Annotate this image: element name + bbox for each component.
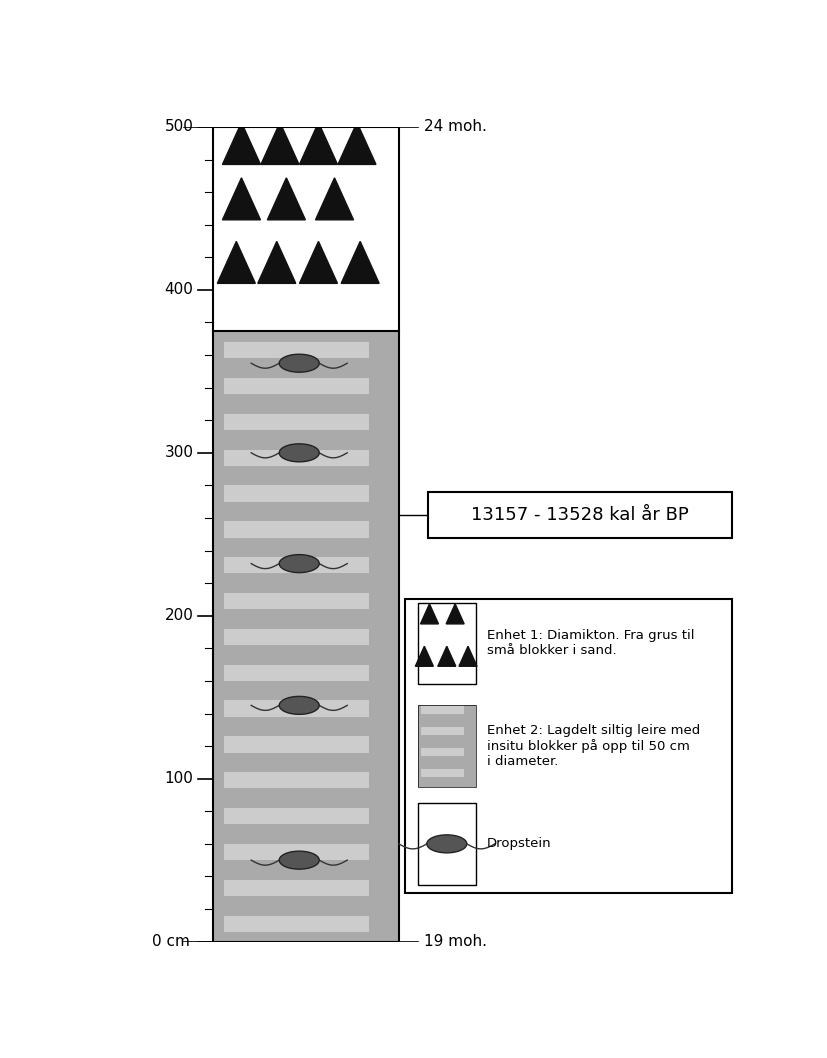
Text: 300: 300 [164, 445, 193, 460]
Bar [223, 486, 369, 501]
Text: 19 moh.: 19 moh. [424, 934, 487, 949]
Polygon shape [415, 646, 433, 667]
Bar [223, 522, 369, 537]
Polygon shape [279, 443, 319, 462]
Text: 100: 100 [165, 771, 193, 786]
Polygon shape [341, 241, 379, 284]
Text: Enhet 2: Lagdelt siltig leire med
insitu blokker på opp til 50 cm
i diameter.: Enhet 2: Lagdelt siltig leire med insitu… [486, 724, 700, 768]
Polygon shape [279, 696, 319, 714]
Bar [223, 736, 369, 752]
Bar [418, 803, 475, 884]
Bar [421, 769, 464, 777]
Text: Enhet 1: Diamikton. Fra grus til
små blokker i sand.: Enhet 1: Diamikton. Fra grus til små blo… [486, 630, 694, 657]
Polygon shape [279, 354, 319, 372]
Bar [421, 706, 464, 713]
Polygon shape [217, 241, 255, 284]
Text: 24 moh.: 24 moh. [424, 120, 486, 134]
Text: 500: 500 [165, 120, 193, 134]
Bar [223, 414, 369, 430]
Polygon shape [315, 178, 353, 220]
Bar [213, 127, 399, 942]
Bar [223, 772, 369, 788]
Text: 200: 200 [165, 608, 193, 623]
Bar [223, 378, 369, 395]
Text: Dropstein: Dropstein [486, 837, 551, 851]
Text: 13157 - 13528 kal år BP: 13157 - 13528 kal år BP [471, 506, 688, 524]
Polygon shape [279, 554, 319, 572]
Bar [427, 492, 732, 537]
Bar [418, 603, 475, 685]
Polygon shape [446, 604, 464, 624]
Bar [223, 450, 369, 466]
Bar [223, 879, 369, 896]
Bar [223, 592, 369, 609]
Bar [223, 628, 369, 645]
Bar [421, 727, 464, 734]
Bar [223, 700, 369, 716]
Bar [418, 706, 475, 787]
Polygon shape [437, 646, 455, 667]
Bar [223, 664, 369, 681]
Text: 0 cm: 0 cm [152, 934, 190, 949]
Polygon shape [267, 178, 305, 220]
Polygon shape [299, 123, 337, 164]
Polygon shape [458, 646, 476, 667]
Polygon shape [337, 123, 375, 164]
Polygon shape [261, 123, 299, 164]
Polygon shape [420, 604, 438, 624]
Polygon shape [279, 851, 319, 870]
Bar [213, 330, 399, 942]
Bar [223, 844, 369, 860]
Bar [223, 808, 369, 824]
Polygon shape [427, 835, 466, 853]
Polygon shape [222, 178, 261, 220]
Bar [418, 706, 475, 787]
Bar [223, 342, 369, 359]
Polygon shape [299, 241, 337, 284]
Bar [213, 127, 399, 330]
Bar [223, 915, 369, 932]
Polygon shape [257, 241, 295, 284]
Bar [404, 600, 732, 893]
Polygon shape [222, 123, 261, 164]
Bar [223, 558, 369, 573]
Text: 400: 400 [165, 282, 193, 297]
Bar [421, 748, 464, 755]
